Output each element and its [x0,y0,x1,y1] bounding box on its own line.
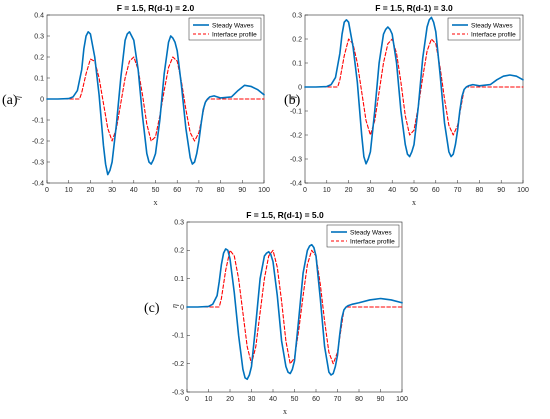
y-tick-label: -0.4 [32,180,44,187]
series-lines [304,16,524,165]
x-tick-label: 90 [497,187,505,194]
x-tick-label: 20 [345,187,353,194]
panel-b: (b) F = 1.5, R(d-1) = 3.0 η x 0 10 20 30 40 5… [284,3,529,207]
y-tick-label: 0.3 [292,12,302,19]
chart-title: F = 1.5, R(d-1) = 5.0 [246,210,324,220]
legend-box [447,17,521,41]
y-tick-label: 0.2 [174,248,184,255]
panel-label: (c) [144,301,160,316]
x-axis-label: x [412,198,416,207]
x-tick-label: 30 [367,187,375,194]
y-tick-label: -0.1 [32,117,44,124]
y-tick-label: -0.2 [32,138,44,145]
x-tick-label: 100 [396,396,408,403]
x-tick-label: 80 [476,187,484,194]
x-tick-label: 40 [130,187,138,194]
legend-entry-interface-profile: Interface profile [212,31,257,38]
series-line-steady-waves [186,243,403,381]
y-tick-label: -0.3 [32,159,44,166]
y-tick-label: 0.1 [174,276,184,283]
y-axis-label: η [13,96,22,100]
chart-title: F = 1.5, R(d-1) = 3.0 [375,3,453,13]
y-tick-label: 0.1 [292,60,302,67]
axis-ticks: 0 10 20 30 40 50 60 70 80 90 100 -0.4 -0.3 -0.2 -0.1 0 0… [290,12,529,194]
x-tick-label: 0 [45,187,49,194]
y-tick-label: 0.1 [34,75,44,82]
legend-entry-steady-waves: Steady Waves [471,22,513,29]
y-tick-label: 0 [298,84,302,91]
legend-box [188,17,262,41]
panel-a: (a) F = 1.5, R(d-1) = 2.0 η x 0 10 20 30 40 5… [2,3,270,207]
y-tick-label: -0.2 [172,361,184,368]
y-tick-label: 0 [40,96,44,103]
x-tick-label: 10 [323,187,331,194]
legend-entry-steady-waves: Steady Waves [212,22,254,29]
legend: Steady Waves Interface profile [188,17,262,41]
series-line-steady-waves [304,16,524,165]
x-tick-label: 20 [226,396,234,403]
legend: Steady Waves Interface profile [326,224,400,248]
x-tick-label: 90 [377,396,385,403]
x-tick-label: 0 [303,187,307,194]
x-tick-label: 50 [410,187,418,194]
series-lines [186,243,403,381]
x-tick-label: 90 [238,187,246,194]
legend: Steady Waves Interface profile [447,17,521,41]
x-tick-label: 60 [432,187,440,194]
x-tick-label: 70 [334,396,342,403]
x-tick-label: 30 [108,187,116,194]
axis-ticks: 0 10 20 30 40 50 60 70 80 90 100 -0.4 -0.3 -0.2 -0.1 0 0… [32,12,270,194]
x-tick-label: 40 [269,396,277,403]
panel-label: (a) [2,93,18,108]
legend-entry-interface-profile: Interface profile [350,238,395,245]
series-lines [46,31,265,176]
y-tick-label: -0.2 [290,132,302,139]
y-tick-label: -0.1 [290,108,302,115]
x-tick-label: 70 [454,187,462,194]
x-axis-label: x [154,198,158,207]
x-tick-label: 30 [248,396,256,403]
series-line-interface-profile [304,38,524,136]
series-line-interface-profile [46,56,265,142]
y-tick-label: 0.2 [34,54,44,61]
x-tick-label: 10 [65,187,73,194]
y-tick-label: 0 [180,304,184,311]
panel-label: (b) [284,93,301,108]
x-tick-label: 20 [87,187,95,194]
y-tick-label: 0.4 [34,12,44,19]
x-tick-label: 50 [291,396,299,403]
x-tick-label: 70 [195,187,203,194]
y-tick-label: -0.4 [290,180,302,187]
x-tick-label: 60 [173,187,181,194]
x-tick-label: 0 [185,396,189,403]
x-axis-label: x [283,407,287,416]
y-tick-label: -0.3 [290,156,302,163]
legend-box [326,224,400,248]
y-axis-label: η [288,96,297,100]
legend-entry-interface-profile: Interface profile [471,31,516,38]
x-tick-label: 50 [152,187,160,194]
y-tick-label: -0.3 [172,389,184,396]
y-tick-label: -0.1 [172,333,184,340]
x-tick-label: 10 [205,396,213,403]
y-axis-label: η [170,304,179,308]
x-tick-label: 40 [388,187,396,194]
legend-entry-steady-waves: Steady Waves [350,229,392,236]
axis-ticks: 0 10 20 30 40 50 60 70 80 90 100 -0.3 -0.2 -0.1 0 0.1 0.… [172,219,408,403]
series-line-interface-profile [186,249,403,365]
x-tick-label: 100 [517,187,529,194]
y-tick-label: 0.2 [292,36,302,43]
x-tick-label: 60 [312,396,320,403]
series-line-steady-waves [46,31,265,176]
panel-c: (c) F = 1.5, R(d-1) = 5.0 η x 0 10 20 30 40 5… [144,210,408,416]
x-tick-label: 80 [355,396,363,403]
chart-title: F = 1.5, R(d-1) = 2.0 [117,3,195,13]
x-tick-label: 80 [217,187,225,194]
y-tick-label: 0.3 [174,219,184,226]
x-tick-label: 100 [258,187,270,194]
y-tick-label: 0.3 [34,33,44,40]
